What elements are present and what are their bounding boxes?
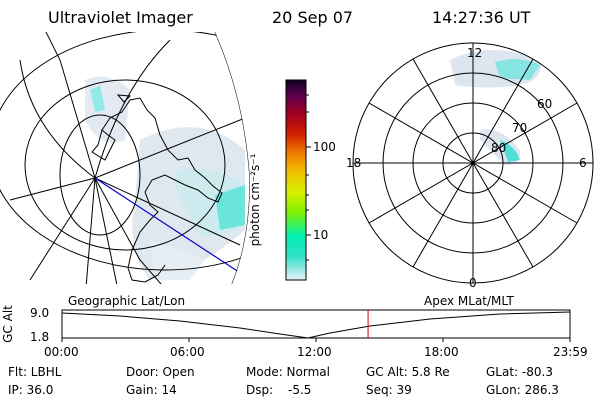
- mlat-label-80: 80: [491, 141, 507, 155]
- status-ip: IP: 36.0: [8, 383, 54, 397]
- timeline-xtick-2: 12:00: [297, 345, 332, 359]
- coastline: [91, 94, 223, 283]
- altitude-curve: [61, 311, 571, 339]
- mlat-label-70: 70: [512, 121, 528, 135]
- date-label: 20 Sep 07: [272, 8, 354, 27]
- mlat-label-60: 60: [537, 97, 553, 111]
- mlt-label-6: 6: [579, 156, 587, 170]
- colorbar: [285, 79, 311, 281]
- status-gc-alt: GC Alt: 5.8 Re: [366, 365, 450, 379]
- timeline-xtick-3: 18:00: [424, 345, 459, 359]
- polar-plot-caption: Apex MLat/MLT: [424, 294, 514, 308]
- altitude-timeline: [61, 309, 571, 342]
- time-label: 14:27:36 UT: [432, 8, 531, 27]
- geo-map-caption: Geographic Lat/Lon: [68, 294, 186, 308]
- timeline-xtick-4: 23:59: [553, 345, 588, 359]
- timeline-ytick-max: 9.0: [30, 306, 50, 320]
- status-filter: Flt: LBHL: [8, 365, 62, 379]
- instrument-title: Ultraviolet Imager: [48, 8, 193, 27]
- colorbar-tick-100: 100: [313, 140, 336, 154]
- mlt-label-18: 18: [346, 156, 362, 170]
- mlt-label-0: 0: [469, 276, 477, 290]
- timeline-ytick-min: 1.8: [30, 330, 50, 344]
- mlt-label-12: 12: [467, 46, 483, 60]
- timeline-xtick-1: 06:00: [170, 345, 205, 359]
- status-seq: Seq: 39: [366, 383, 412, 397]
- geographic-map: [0, 32, 250, 284]
- colorbar-tick-10: 10: [313, 228, 329, 242]
- ground-track: [94, 177, 249, 279]
- status-gain: Gain: 14: [126, 383, 177, 397]
- status-dsp-label: Dsp:: [246, 383, 274, 397]
- colorbar-label: photon cm⁻²s⁻¹: [248, 153, 262, 247]
- status-dsp-value: -5.5: [288, 383, 312, 397]
- timeline-ylabel: GC Alt: [1, 305, 15, 343]
- aurora-emission-geo: [85, 76, 245, 280]
- status-mode: Mode: Normal: [246, 365, 330, 379]
- status-glat: GLat: -80.3: [486, 365, 553, 379]
- timeline-xtick-0: 00:00: [44, 345, 79, 359]
- status-door: Door: Open: [126, 365, 195, 379]
- polar-plot: [352, 42, 594, 284]
- status-glon: GLon: 286.3: [486, 383, 559, 397]
